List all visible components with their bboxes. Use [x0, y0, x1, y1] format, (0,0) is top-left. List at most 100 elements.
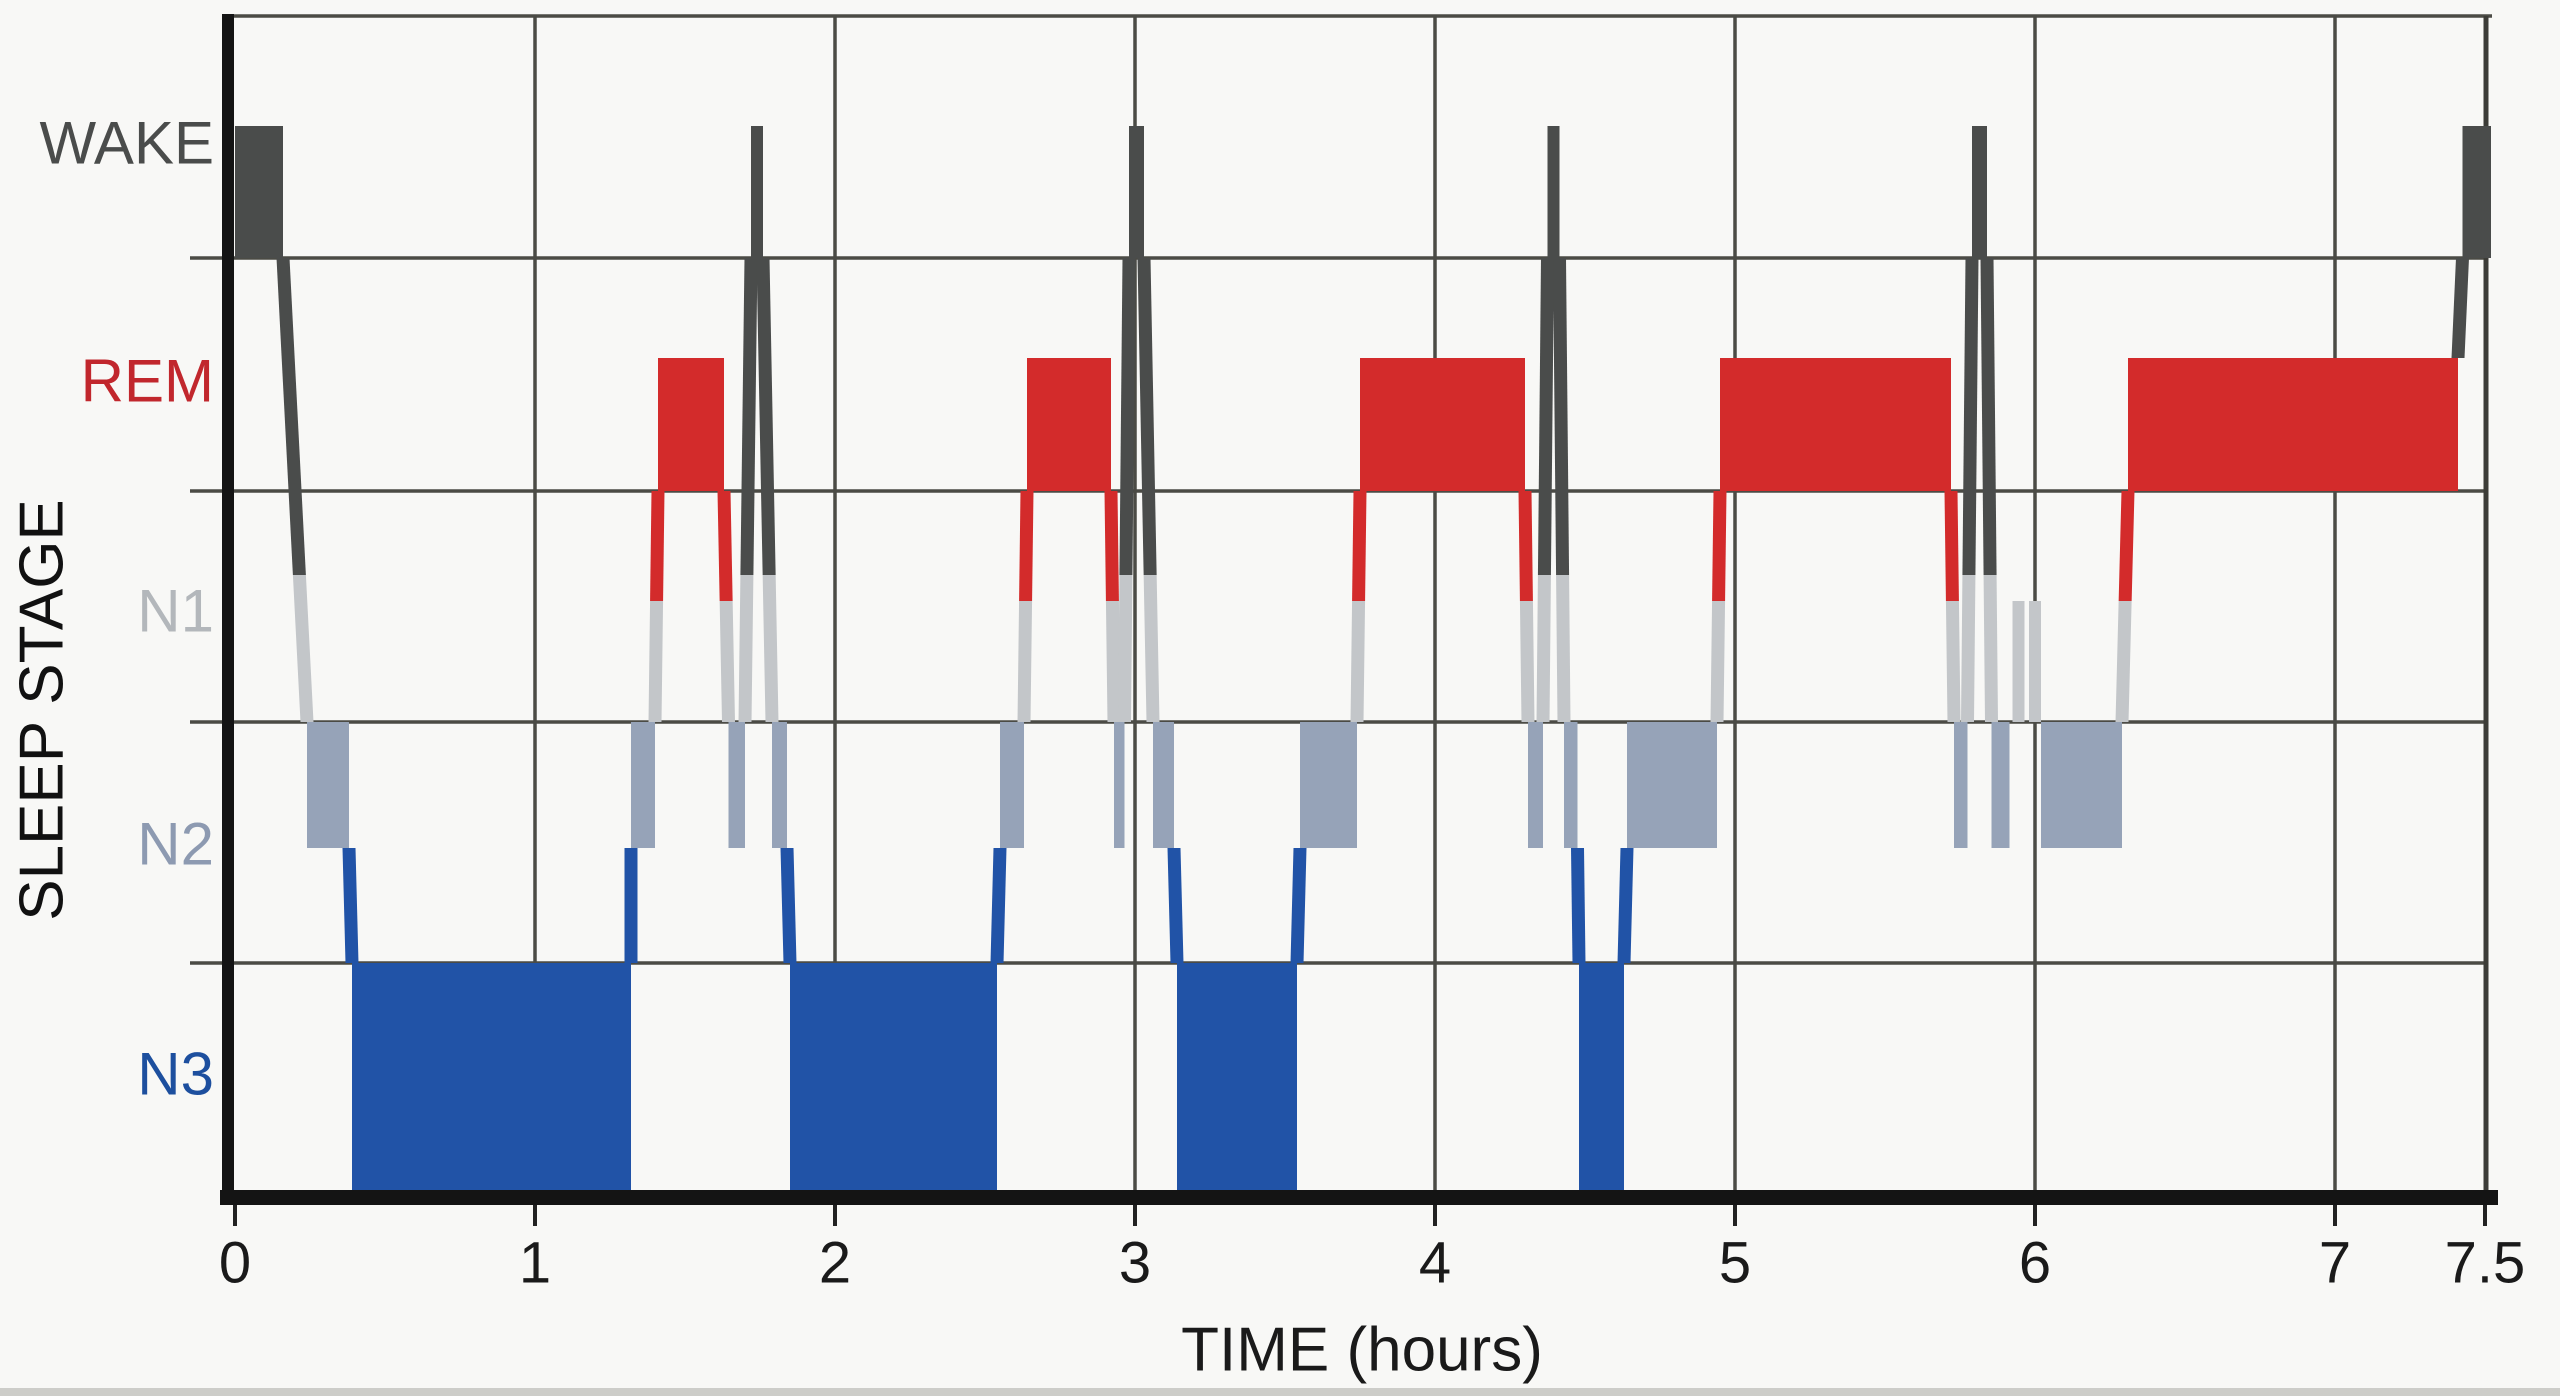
- x-tick-labels: 0 1 2 3 4 5 6 7 7.5: [219, 1205, 2525, 1296]
- stage-transition-connector: [650, 491, 665, 601]
- segment-N2: [1000, 722, 1024, 848]
- bottom-edge-artifact: [0, 1388, 2560, 1396]
- segment-WAKE: [1972, 126, 1987, 258]
- segment-N2: [631, 722, 655, 848]
- segment-N2: [307, 722, 349, 848]
- stage-label-N2: N2: [137, 811, 214, 878]
- stage-transition-connector: [738, 575, 754, 722]
- segment-REM: [658, 358, 724, 491]
- segment-N2: [1954, 722, 1968, 848]
- stage-transition-connector: [1017, 601, 1033, 722]
- stage-transition-connector: [1553, 258, 1570, 575]
- stage-transition-connector: [1518, 491, 1533, 601]
- stage-transition-connector: [762, 575, 779, 722]
- segment-N2: [772, 722, 787, 848]
- y-axis-title: SLEEP STAGE: [8, 499, 77, 921]
- segment-N2: [1991, 722, 2010, 848]
- stage-transition-connector: [1944, 491, 1959, 601]
- segment-N2: [1300, 722, 1357, 848]
- stage-transition-connector: [648, 601, 664, 722]
- stage-transition-connector: [2115, 601, 2132, 722]
- segment-REM: [1360, 358, 1525, 491]
- stage-transition-connector: [1537, 258, 1554, 575]
- segment-N3: [1579, 963, 1624, 1190]
- stage-transition-connector: [1290, 848, 1307, 963]
- segment-N2: [1627, 722, 1717, 848]
- segment-N1: [2029, 601, 2041, 722]
- segment-N1: [2012, 601, 2025, 722]
- stage-transition-connector: [740, 258, 758, 575]
- x-tick-label-7.5: 7.5: [2445, 1231, 2526, 1296]
- segment-WAKE: [751, 126, 763, 258]
- stage-transitions: [276, 258, 2469, 963]
- y-stage-labels: WAKE REM N1 N2 N3: [40, 110, 214, 1108]
- segment-N2: [1114, 722, 1125, 848]
- segment-N3: [352, 963, 631, 1190]
- stage-label-N1: N1: [137, 578, 214, 645]
- stage-transition-connector: [2451, 258, 2469, 358]
- segment-REM: [1720, 358, 1951, 491]
- segment-N2: [1528, 722, 1543, 848]
- stage-transition-connector: [1945, 601, 1961, 722]
- segment-WAKE: [1129, 126, 1144, 258]
- stage-transition-connector: [624, 848, 638, 963]
- stage-transition-connector: [1352, 491, 1367, 601]
- stage-transition-connector: [1119, 258, 1136, 575]
- x-axis-title: TIME (hours): [1181, 1316, 1543, 1385]
- segment-WAKE: [2462, 126, 2491, 258]
- stage-transition-connector: [1983, 575, 1998, 722]
- stage-transition-connector: [756, 258, 776, 575]
- x-tick-label-4: 4: [1419, 1231, 1451, 1296]
- stage-transition-connector: [1105, 601, 1121, 722]
- stage-transition-connector: [1712, 491, 1727, 601]
- segment-N2: [1564, 722, 1578, 848]
- segment-N2: [2041, 722, 2122, 848]
- stage-transition-connector: [1962, 258, 1979, 575]
- segment-WAKE: [235, 126, 283, 258]
- stage-transition-connector: [1118, 575, 1133, 722]
- stage-transition-connector: [1710, 601, 1726, 722]
- stage-transition-connector: [780, 848, 797, 963]
- stage-transition-connector: [1104, 491, 1119, 601]
- stage-label-N3: N3: [137, 1041, 214, 1108]
- x-tick-label-6: 6: [2019, 1231, 2051, 1296]
- segment-N2: [728, 722, 745, 848]
- stage-transition-connector: [1556, 575, 1571, 722]
- stage-transition-connector: [1571, 848, 1586, 963]
- segment-REM: [2128, 358, 2458, 491]
- axes: [220, 14, 2498, 1205]
- stage-transition-connector: [1019, 491, 1034, 601]
- stage-transition-connector: [1617, 848, 1634, 963]
- stage-transition-connector: [1167, 848, 1184, 963]
- stage-transition-connector: [1350, 601, 1366, 722]
- segment-WAKE: [1547, 126, 1560, 258]
- y-axis-line: [222, 14, 234, 1198]
- x-tick-label-3: 3: [1119, 1231, 1151, 1296]
- x-tick-label-1: 1: [519, 1231, 551, 1296]
- stage-transition-connector: [1536, 575, 1551, 722]
- stage-transition-connector: [292, 575, 314, 722]
- stage-transition-connector: [990, 848, 1007, 963]
- stage-label-REM: REM: [81, 348, 214, 415]
- x-tick-label-2: 2: [819, 1231, 851, 1296]
- segment-N2: [1153, 722, 1174, 848]
- stage-transition-connector: [1961, 575, 1976, 722]
- stage-transition-connector: [2118, 491, 2135, 601]
- x-tick-label-5: 5: [1719, 1231, 1751, 1296]
- stage-segments: [235, 126, 2491, 1190]
- x-axis-line: [220, 1190, 2498, 1205]
- x-tick-label-0: 0: [219, 1231, 251, 1296]
- stage-transition-connector: [1137, 258, 1157, 575]
- stage-label-WAKE: WAKE: [40, 110, 214, 177]
- stage-transition-connector: [719, 601, 735, 722]
- segment-N3: [790, 963, 997, 1190]
- stage-transition-connector: [1519, 601, 1535, 722]
- stage-transition-connector: [1980, 258, 1997, 575]
- stage-transition-connector: [1143, 575, 1160, 722]
- stage-transition-connector: [276, 258, 306, 575]
- segment-N3: [1177, 963, 1297, 1190]
- x-tick-label-7: 7: [2319, 1231, 2351, 1296]
- stage-transition-connector: [717, 491, 733, 601]
